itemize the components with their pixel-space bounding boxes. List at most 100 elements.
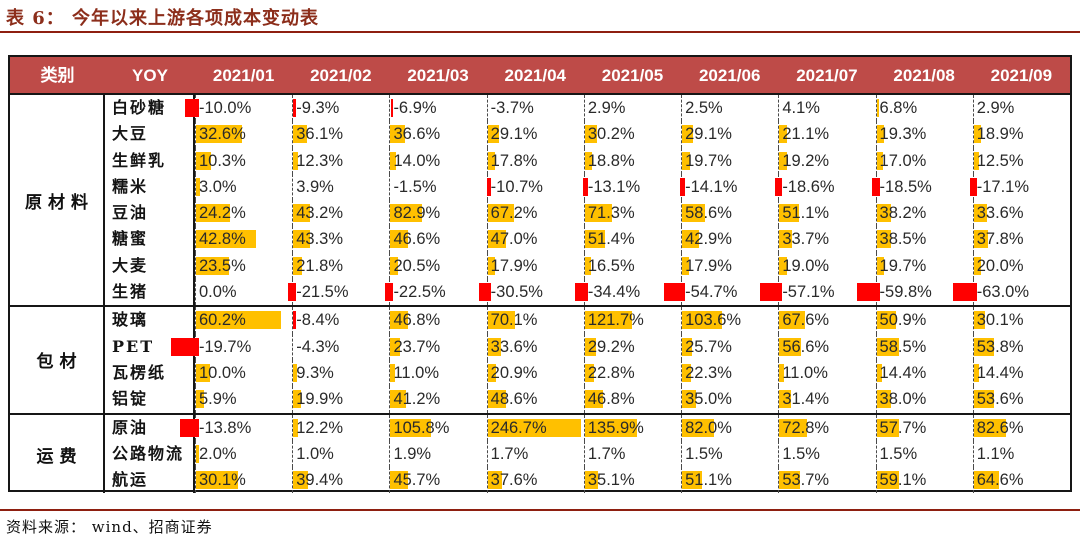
- item-name: 公路物流: [105, 440, 195, 468]
- value-cell: 46.8%: [389, 307, 486, 334]
- section-包材: 包材 玻璃 60.2% -8.4% 46.8% 70.1% 121.7% 103.6% 67.6…: [10, 307, 1070, 415]
- value-text: 1.5%: [782, 444, 820, 463]
- positive-data-bar: [390, 337, 400, 356]
- positive-data-bar: [973, 418, 1006, 437]
- value-text: -8.4%: [296, 311, 340, 330]
- value-text: 37.6%: [490, 471, 538, 490]
- negative-data-bar: [390, 99, 394, 117]
- value-cell: 46.8%: [583, 386, 681, 413]
- value-cell: 71.3%: [583, 200, 681, 227]
- table-row: 铝锭 5.9% 19.9% 41.2% 48.6% 46.8% 35.0% 31.4% 38.0…: [105, 386, 1070, 413]
- value-text: 50.9%: [879, 311, 927, 330]
- positive-data-bar: [682, 256, 689, 275]
- value-cell: 82.0%: [681, 414, 778, 441]
- table-row: PET -19.7% -4.3% 23.7% 33.6% 29.2% 25.7% 56.6% 5…: [105, 333, 1070, 360]
- value-text: 43.3%: [296, 230, 344, 249]
- value-text: 20.5%: [393, 256, 441, 275]
- value-text: 82.9%: [393, 204, 441, 223]
- value-cell: 31.4%: [778, 386, 875, 413]
- value-text: 51.1%: [685, 471, 732, 490]
- value-text: 10.3%: [199, 151, 246, 170]
- value-cell: -1.5%: [389, 173, 486, 201]
- value-text: -34.4%: [587, 283, 641, 302]
- value-text: -3.7%: [490, 99, 534, 117]
- value-cell: -18.6%: [775, 173, 875, 201]
- value-cell: 70.1%: [486, 307, 584, 334]
- value-cell: 59.1%: [875, 467, 973, 494]
- positive-data-bar: [682, 390, 696, 409]
- positive-data-bar: [196, 230, 257, 249]
- value-cell: 25.7%: [681, 333, 778, 360]
- positive-data-bar: [487, 125, 499, 144]
- value-cell: 47.0%: [486, 226, 584, 253]
- value-text: -10.7%: [490, 177, 543, 196]
- value-text: 53.6%: [976, 390, 1024, 409]
- positive-data-bar: [779, 256, 787, 275]
- value-text: 22.8%: [587, 363, 635, 382]
- header-cell-2021-04: 2021/04: [504, 66, 566, 85]
- positive-data-bar: [487, 204, 514, 223]
- value-text: 46.6%: [393, 230, 441, 249]
- value-cell: 58.6%: [681, 200, 778, 227]
- positive-data-bar: [584, 230, 605, 249]
- value-cell: 18.9%: [972, 121, 1070, 148]
- value-cell: 1.9%: [389, 440, 486, 468]
- value-text: 21.8%: [296, 256, 344, 275]
- value-cell: 19.3%: [875, 121, 973, 148]
- value-cell: 58.5%: [875, 333, 973, 360]
- value-text: 42.9%: [685, 230, 732, 249]
- value-text: 1.1%: [976, 444, 1015, 463]
- value-text: 42.8%: [199, 230, 246, 249]
- value-cell: 23.5%: [195, 252, 292, 280]
- positive-data-bar: [390, 256, 399, 275]
- table-row: 公路物流 2.0% 1.0% 1.9% 1.7% 1.7% 1.5% 1.5% 1.5% 1.1%: [105, 440, 1070, 468]
- positive-data-bar: [973, 125, 982, 144]
- value-text: 58.6%: [685, 204, 732, 223]
- value-cell: 56.6%: [778, 333, 875, 360]
- value-cell: -9.3%: [292, 95, 389, 122]
- positive-data-bar: [876, 230, 892, 249]
- positive-data-bar: [973, 363, 980, 382]
- value-cell: 1.7%: [486, 440, 584, 468]
- value-cell: 21.8%: [292, 252, 389, 280]
- value-cell: 105.8%: [389, 414, 486, 441]
- value-cell: -57.1%: [760, 279, 875, 306]
- value-cell: -54.7%: [664, 279, 778, 306]
- positive-data-bar: [293, 363, 297, 382]
- value-text: 11.0%: [393, 363, 439, 382]
- positive-data-bar: [682, 151, 690, 170]
- value-text: 17.8%: [490, 151, 538, 170]
- negative-data-bar: [293, 311, 297, 330]
- positive-data-bar: [293, 230, 310, 249]
- value-text: 45.7%: [393, 471, 441, 490]
- value-cell: 3.0%: [195, 173, 292, 201]
- positive-data-bar: [390, 418, 432, 437]
- value-text: -22.5%: [393, 283, 446, 302]
- value-text: 38.0%: [879, 390, 927, 409]
- positive-data-bar: [293, 256, 302, 275]
- value-cell: 20.9%: [486, 359, 584, 387]
- value-text: 11.0%: [782, 363, 828, 382]
- value-text: 22.3%: [685, 363, 732, 382]
- positive-data-bar: [779, 390, 792, 409]
- value-text: 60.2%: [199, 311, 246, 330]
- value-text: 12.3%: [296, 151, 344, 170]
- value-cell: 12.3%: [292, 147, 389, 174]
- value-text: -18.5%: [879, 177, 932, 196]
- category-cell: 运费: [10, 414, 105, 494]
- value-cell: 14.4%: [972, 359, 1070, 387]
- negative-data-bar: [952, 283, 977, 302]
- value-cell: 18.8%: [583, 147, 681, 174]
- value-text: 0.0%: [199, 283, 237, 302]
- positive-data-bar: [487, 390, 507, 409]
- value-text: 25.7%: [685, 337, 732, 356]
- value-text: -18.6%: [782, 177, 835, 196]
- positive-data-bar: [682, 337, 692, 356]
- value-text: 16.5%: [587, 256, 635, 275]
- value-cell: 29.2%: [583, 333, 681, 360]
- positive-data-bar: [682, 471, 702, 490]
- value-text: 56.6%: [782, 337, 830, 356]
- value-cell: 17.8%: [486, 147, 584, 174]
- value-text: 35.0%: [685, 390, 732, 409]
- value-cell: 30.2%: [583, 121, 681, 148]
